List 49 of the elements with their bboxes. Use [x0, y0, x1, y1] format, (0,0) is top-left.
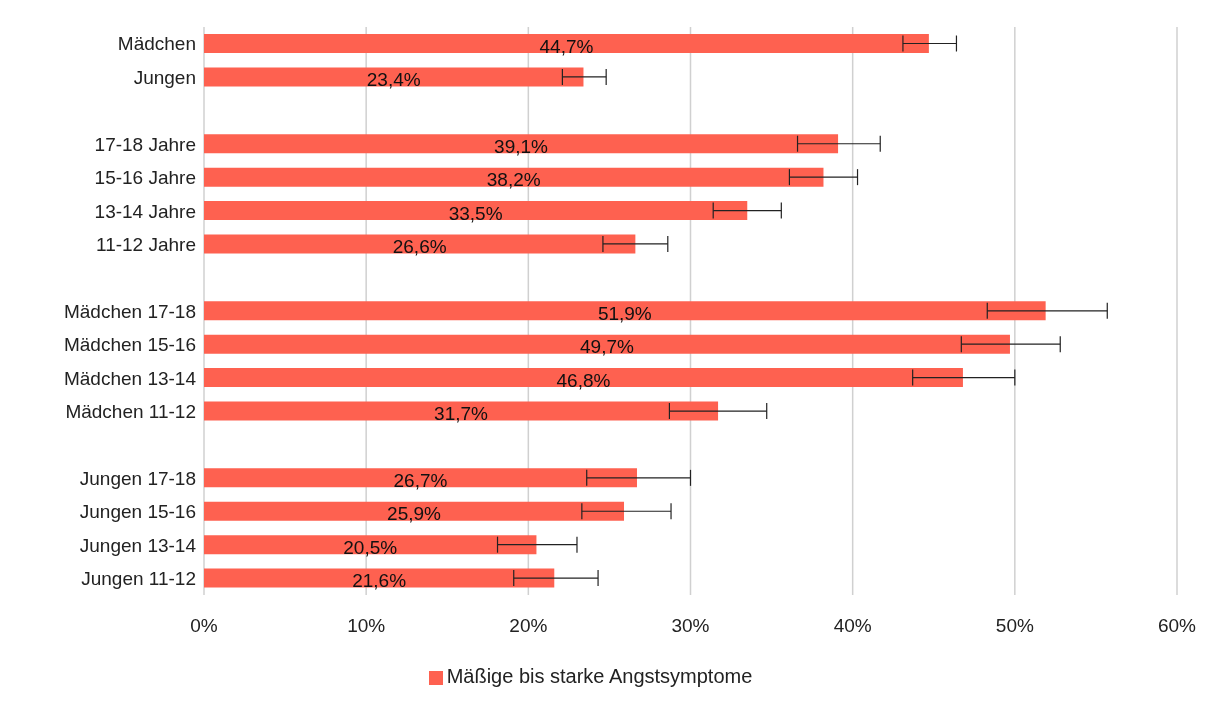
data-label: 26,6% — [392, 235, 447, 257]
bar — [204, 468, 637, 488]
bar — [204, 201, 748, 221]
data-label: 51,9% — [597, 302, 652, 324]
bar — [204, 368, 963, 388]
y-tick-label: Mädchen — [117, 33, 196, 55]
y-tick-label: Jungen 17-18 — [79, 467, 196, 489]
x-tick-label: 60% — [1157, 615, 1197, 637]
x-tick-label: 50% — [995, 615, 1034, 637]
bar — [204, 67, 584, 87]
data-label: 26,7% — [393, 469, 448, 491]
y-tick-label: Mädchen 11-12 — [65, 400, 196, 422]
data-label: 31,7% — [434, 403, 489, 425]
y-tick-label: Mädchen 17-18 — [63, 300, 196, 322]
data-label: 39,1% — [494, 135, 549, 157]
y-tick-label: Mädchen 15-16 — [63, 334, 196, 356]
bar — [204, 568, 555, 588]
y-tick-label: 11-12 Jahre — [96, 233, 196, 255]
bar — [204, 535, 537, 555]
x-tick-label: 10% — [347, 615, 386, 637]
y-tick-label: Jungen 15-16 — [79, 501, 196, 523]
y-tick-label: 17-18 Jahre — [94, 133, 196, 155]
bar — [204, 234, 636, 254]
data-label: 23,4% — [366, 68, 421, 90]
data-label: 38,2% — [486, 169, 541, 191]
bar — [204, 334, 1010, 354]
y-tick-label: Mädchen 13-14 — [63, 367, 197, 389]
bar — [204, 134, 839, 154]
x-tick-label: 40% — [833, 615, 872, 637]
data-label: 20,5% — [343, 536, 398, 558]
bar — [204, 167, 824, 187]
data-label: 44,7% — [539, 35, 594, 57]
data-label: 33,5% — [448, 202, 503, 224]
x-tick-label: 0% — [190, 615, 218, 637]
x-tick-label: 30% — [671, 615, 710, 637]
bar — [204, 301, 1046, 321]
y-tick-label: 15-16 Jahre — [94, 167, 196, 189]
y-tick-label: Jungen 11-12 — [81, 568, 196, 590]
legend-label: Mäßige bis starke Angstsymptome — [446, 665, 753, 687]
bar — [204, 501, 625, 521]
data-label: 21,6% — [352, 570, 407, 592]
y-tick-label: 13-14 Jahre — [94, 200, 196, 222]
bar — [204, 401, 719, 421]
data-label: 49,7% — [580, 336, 635, 358]
y-tick-label: Jungen — [133, 66, 196, 88]
data-label: 46,8% — [556, 369, 611, 391]
y-tick-label: Jungen 13-14 — [79, 534, 197, 556]
data-label: 25,9% — [387, 503, 442, 525]
x-tick-label: 20% — [509, 615, 548, 637]
